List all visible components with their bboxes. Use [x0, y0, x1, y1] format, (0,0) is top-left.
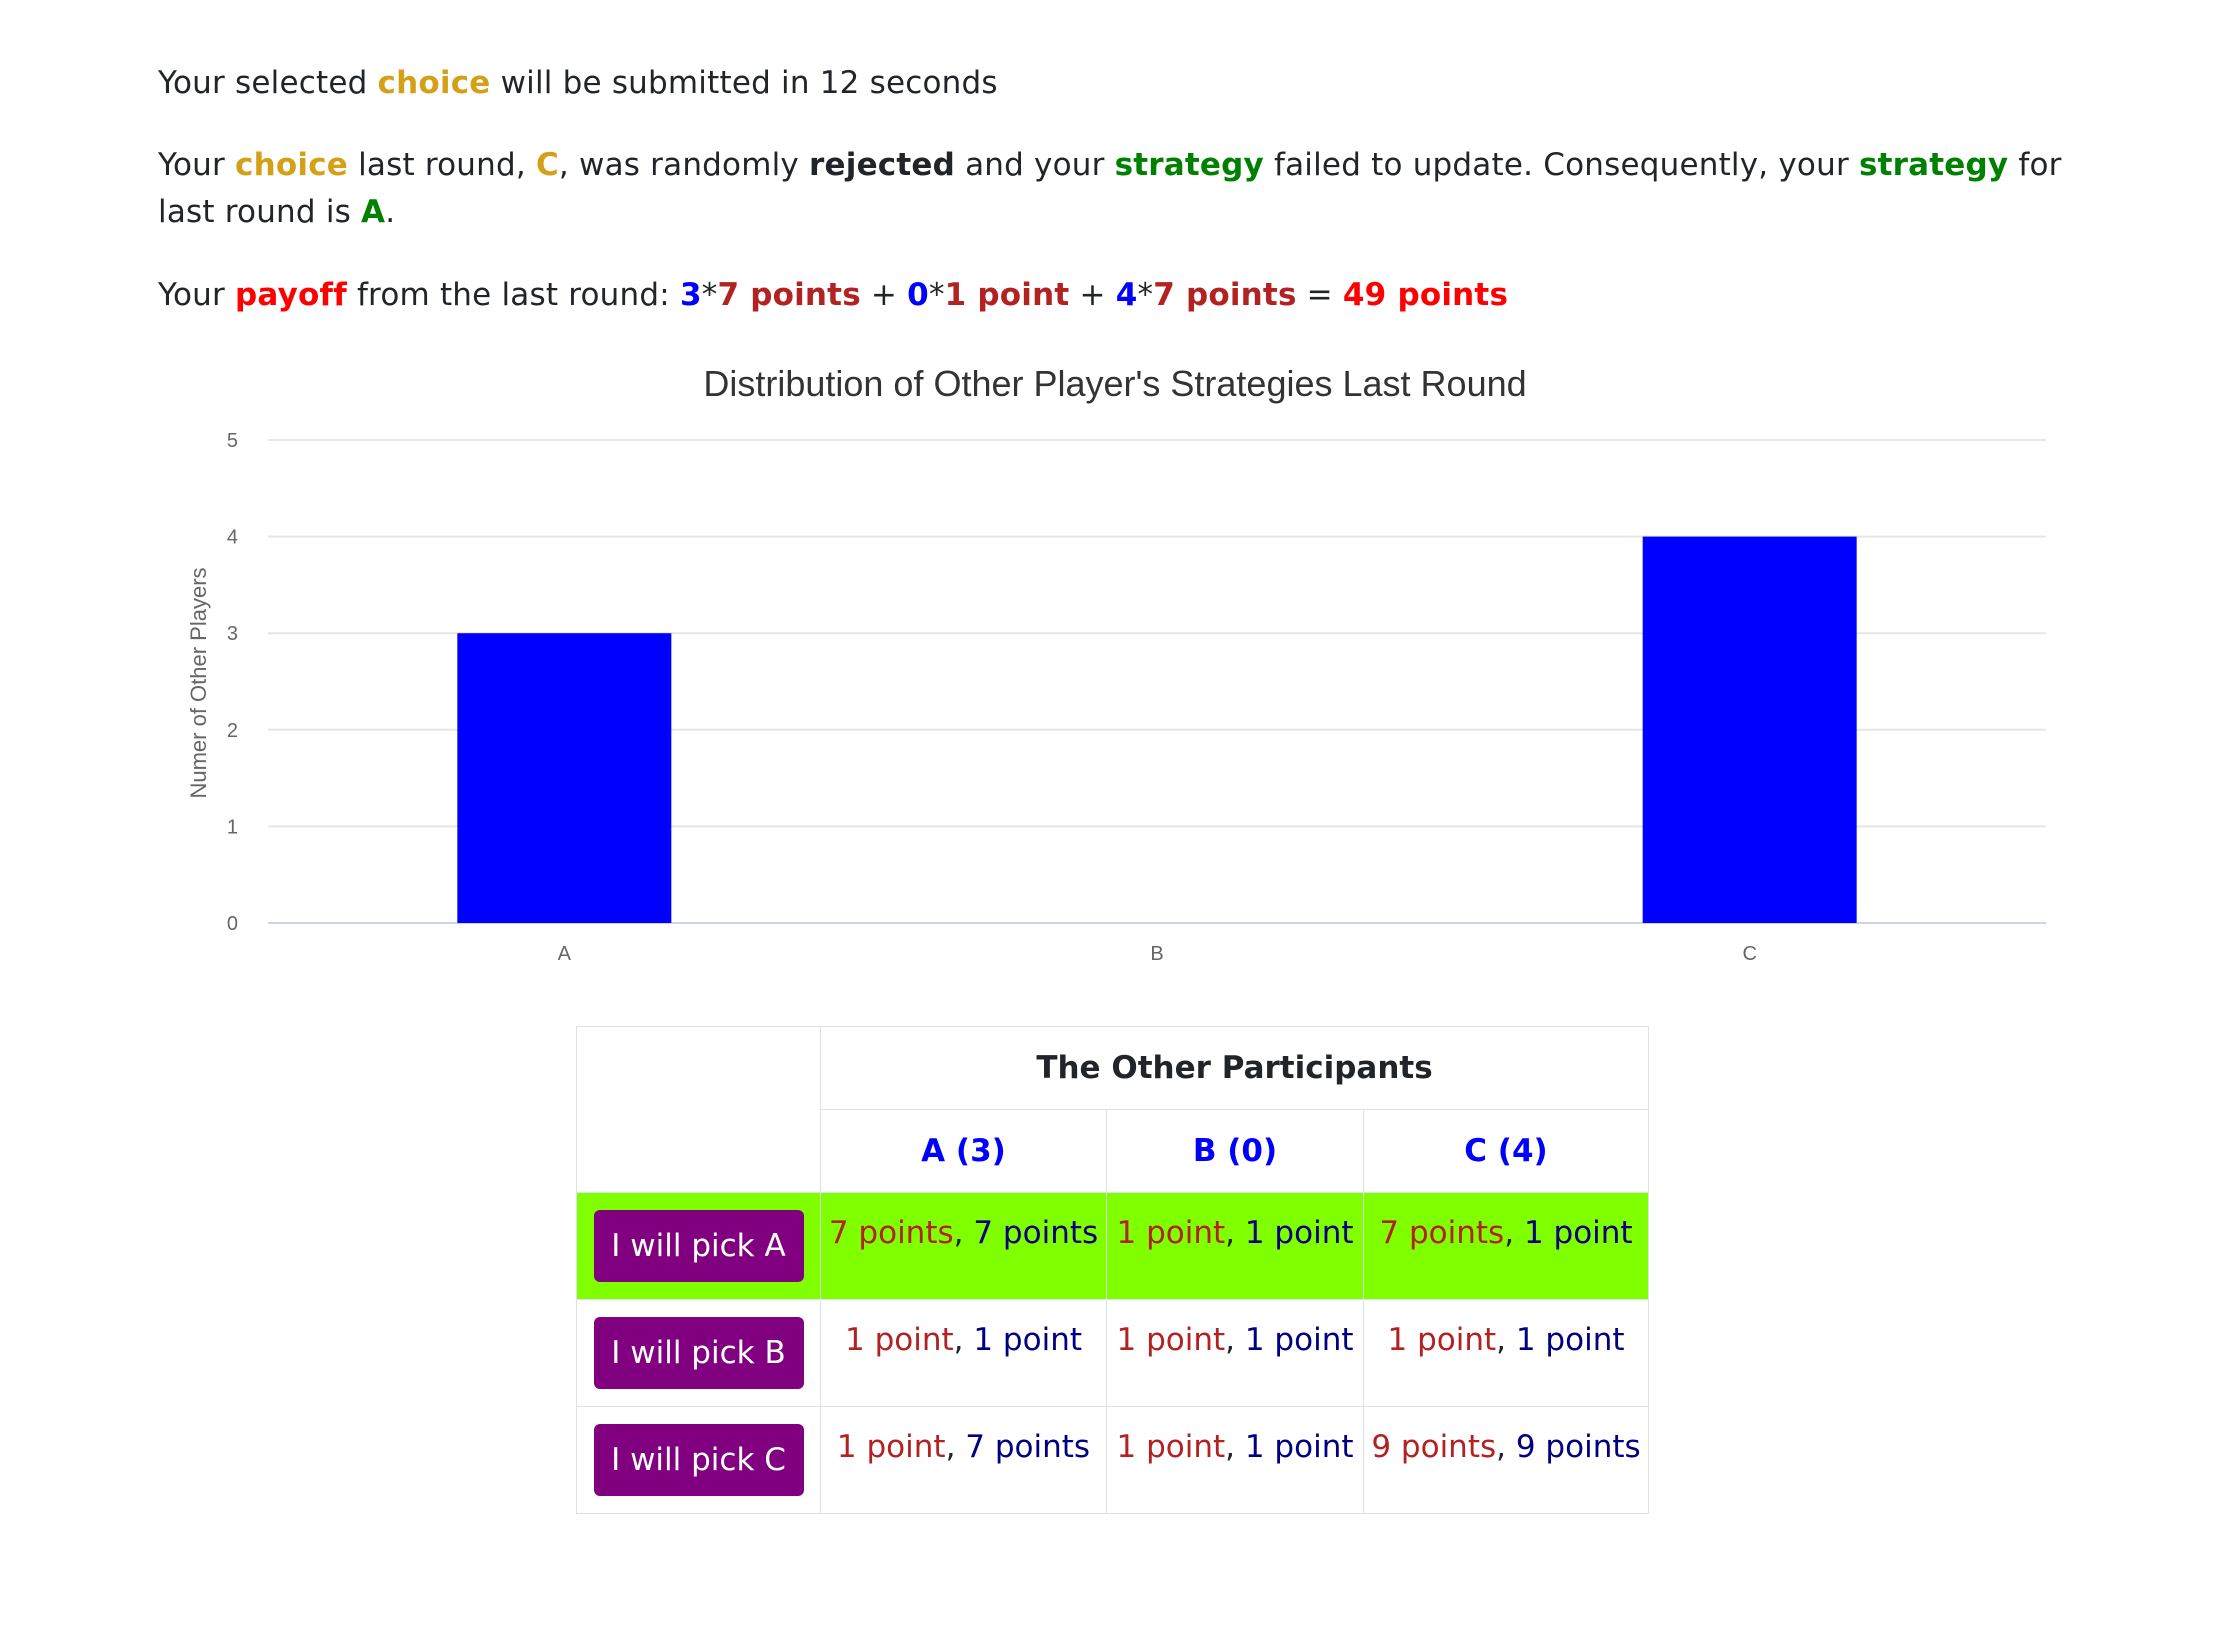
- column-header-b: B (0): [1106, 1109, 1364, 1193]
- their-payoff: 9 points: [1515, 1429, 1641, 1465]
- chart-x-ticks: A B C: [558, 943, 1757, 965]
- points-a: 7 points: [717, 277, 861, 313]
- text: , was randomly: [558, 147, 810, 183]
- payoff-message: Your payoff from the last round: 3*7 poi…: [158, 272, 2078, 319]
- their-payoff: 7 points: [973, 1215, 1099, 1251]
- bar-A: [457, 633, 672, 923]
- my-payoff: 7 points: [1379, 1215, 1505, 1251]
- y-tick-label: 0: [227, 913, 238, 935]
- row-button-cell: I will pick A: [576, 1192, 821, 1300]
- text: Your: [158, 147, 236, 183]
- strategy-distribution-chart: Distribution of Other Player's Strategie…: [186, 363, 2046, 965]
- matrix-row-b: I will pick B 1 point, 1 point 1 point, …: [576, 1299, 1649, 1407]
- text: Your selected: [158, 65, 378, 101]
- countdown-text: will be submitted in 12 seconds: [490, 65, 998, 101]
- row-button-cell: I will pick B: [576, 1299, 821, 1407]
- strategy-keyword: strategy: [1858, 147, 2009, 183]
- x-tick-label: B: [1150, 943, 1163, 965]
- chart-y-axis-label: Numer of Other Players: [186, 567, 211, 798]
- points-b: 1 point: [944, 277, 1070, 313]
- choice-keyword: choice: [377, 65, 491, 101]
- text: and your: [955, 147, 1115, 183]
- strategy-keyword: strategy: [1114, 147, 1264, 183]
- text: *: [928, 277, 945, 313]
- rejected-keyword: rejected: [809, 147, 956, 183]
- matrix-row-a: I will pick A 7 points, 7 points 1 point…: [576, 1192, 1649, 1300]
- x-tick-label: C: [1742, 943, 1756, 965]
- last-choice-value: C: [535, 147, 559, 183]
- count-a: 3: [679, 277, 702, 313]
- my-payoff: 1 point: [836, 1429, 946, 1465]
- last-round-choice-message: Your choice last round, C, was randomly …: [158, 142, 2078, 236]
- my-payoff: 1 point: [1387, 1322, 1497, 1358]
- my-payoff: 1 point: [1116, 1215, 1226, 1251]
- my-payoff: 1 point: [845, 1322, 954, 1358]
- text: *: [701, 277, 718, 313]
- payoff-cell: 7 points, 1 point: [1363, 1192, 1649, 1300]
- payoff-total: 49 points: [1342, 277, 1509, 313]
- y-tick-label: 1: [227, 816, 238, 838]
- their-payoff: 7 points: [965, 1429, 1091, 1465]
- matrix-row-c: I will pick C 1 point, 7 points 1 point,…: [576, 1406, 1649, 1514]
- text: from the last round:: [346, 277, 680, 313]
- pick-b-button[interactable]: I will pick B: [593, 1317, 804, 1389]
- their-payoff: 1 point: [1523, 1215, 1633, 1251]
- x-tick-label: A: [558, 943, 572, 965]
- submit-countdown-message: Your selected choice will be submitted i…: [158, 60, 2078, 107]
- payoff-cell: 9 points, 9 points: [1363, 1406, 1649, 1514]
- payoff-matrix: The Other Participants A (3) B (0) C (4)…: [576, 1026, 1649, 1514]
- their-payoff: 1 point: [1244, 1429, 1354, 1465]
- chart-bars: [457, 536, 1857, 923]
- y-tick-label: 5: [227, 430, 238, 452]
- payoff-cell: 1 point, 1 point: [1106, 1406, 1364, 1514]
- pick-a-button[interactable]: I will pick A: [593, 1210, 804, 1282]
- payoff-cell: 7 points, 7 points: [820, 1192, 1107, 1300]
- my-payoff: 1 point: [1116, 1322, 1226, 1358]
- chart-title: Distribution of Other Player's Strategie…: [703, 363, 1526, 404]
- bar-C: [1642, 536, 1857, 923]
- text: Your: [158, 277, 236, 313]
- other-participants-header: The Other Participants: [820, 1026, 1649, 1110]
- y-tick-label: 3: [227, 623, 238, 645]
- count-c: 4: [1115, 277, 1138, 313]
- pick-c-button[interactable]: I will pick C: [593, 1424, 804, 1496]
- their-payoff: 1 point: [973, 1322, 1082, 1358]
- text: last round,: [348, 147, 536, 183]
- their-payoff: 1 point: [1244, 1215, 1354, 1251]
- y-tick-label: 2: [227, 720, 238, 742]
- payoff-cell: 1 point, 7 points: [820, 1406, 1107, 1514]
- payoff-keyword: payoff: [235, 277, 347, 313]
- text: +: [860, 277, 908, 313]
- count-b: 0: [907, 277, 929, 313]
- row-button-cell: I will pick C: [576, 1406, 821, 1514]
- column-header-a: A (3): [820, 1109, 1107, 1193]
- my-payoff: 9 points: [1371, 1429, 1497, 1465]
- text: *: [1137, 277, 1154, 313]
- payoff-cell: 1 point, 1 point: [1106, 1299, 1364, 1407]
- payoff-cell: 1 point, 1 point: [820, 1299, 1107, 1407]
- column-header-c: C (4): [1363, 1109, 1649, 1193]
- text: failed to update. Consequently, your: [1263, 147, 1859, 183]
- chart-y-ticks: 0 1 2 3 4 5: [227, 430, 238, 935]
- their-payoff: 1 point: [1515, 1322, 1625, 1358]
- choice-keyword: choice: [235, 147, 349, 183]
- text: for last round is: [158, 147, 2062, 230]
- text: =: [1296, 277, 1343, 313]
- my-payoff: 7 points: [828, 1215, 954, 1251]
- payoff-cell: 1 point, 1 point: [1363, 1299, 1649, 1407]
- points-c: 7 points: [1153, 277, 1297, 313]
- text: +: [1069, 277, 1116, 313]
- my-payoff: 1 point: [1116, 1429, 1226, 1465]
- payoff-cell: 1 point, 1 point: [1106, 1192, 1364, 1300]
- their-payoff: 1 point: [1244, 1322, 1354, 1358]
- y-tick-label: 4: [227, 527, 238, 549]
- text: .: [385, 194, 396, 230]
- last-strategy-value: A: [361, 194, 386, 230]
- matrix-corner: [576, 1026, 821, 1193]
